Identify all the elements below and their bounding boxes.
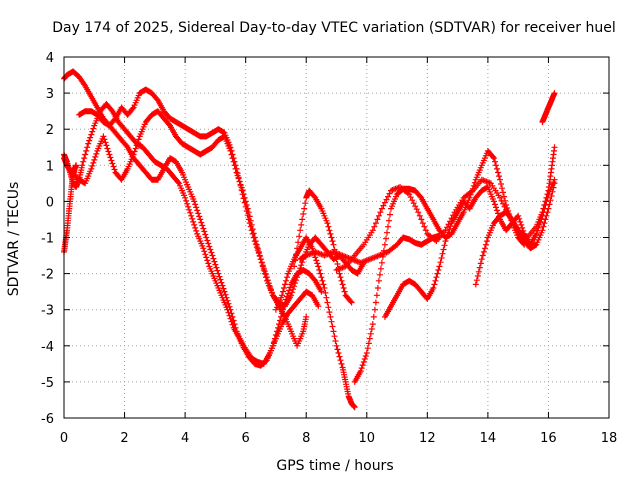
y-tick-label: -2: [41, 268, 54, 283]
x-tick-labels: 0 2 4 6 8 10 12 14 16 18: [60, 431, 617, 446]
x-tick-label: 12: [419, 431, 436, 446]
data-markers: [61, 68, 558, 411]
x-tick-label: 2: [120, 431, 128, 446]
tick-marks: [63, 56, 610, 419]
chart-title: Day 174 of 2025, Sidereal Day-to-day VTE…: [52, 20, 615, 36]
x-tick-label: 4: [181, 431, 189, 446]
y-tick-label: 3: [46, 87, 54, 102]
x-tick-label: 14: [480, 431, 497, 446]
x-tick-label: 6: [242, 431, 250, 446]
data-point-markers: [539, 90, 558, 125]
y-tick-label: 1: [46, 159, 54, 174]
x-axis-title: GPS time / hours: [276, 458, 393, 474]
x-tick-label: 16: [540, 431, 557, 446]
y-tick-label: -6: [41, 412, 54, 427]
series-satellite-track-M: [539, 90, 558, 125]
y-axis-title: SDTVAR / TECUs: [6, 182, 22, 297]
y-tick-label: 0: [46, 195, 54, 210]
y-tick-label: 2: [46, 123, 54, 138]
series-satellite-track-L: [472, 180, 558, 288]
data-point-markers: [76, 86, 310, 349]
x-tick-label: 0: [60, 431, 68, 446]
y-tick-label: -3: [41, 304, 54, 319]
x-tick-label: 18: [601, 431, 618, 446]
series-satellite-track-D: [76, 86, 310, 349]
x-tick-label: 10: [359, 431, 376, 446]
y-tick-label: -1: [41, 232, 54, 247]
y-tick-label: -4: [41, 340, 54, 355]
grid-lines: [64, 57, 609, 418]
y-tick-labels: -6 -5 -4 -3 -2 -1 0 1 2 3 4: [41, 51, 54, 427]
y-tick-label: -5: [41, 376, 54, 391]
data-point-markers: [472, 180, 558, 288]
y-tick-label: 4: [46, 51, 54, 66]
x-tick-label: 8: [302, 431, 310, 446]
